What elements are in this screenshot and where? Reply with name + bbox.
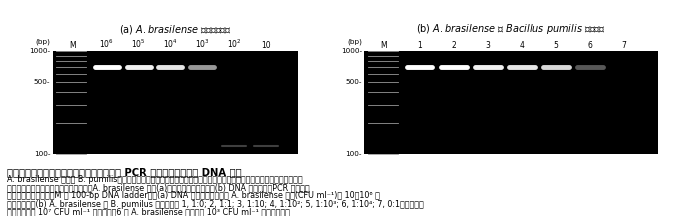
Text: 4: 4 <box>519 41 524 50</box>
Text: $10^4$: $10^4$ <box>163 37 178 50</box>
Text: (b) $A. brasilense$ と $Bacillus$ $pumilis$ の混合液: (b) $A. brasilense$ と $Bacillus$ $pumili… <box>416 22 606 36</box>
Bar <box>364 51 658 154</box>
Text: 500-: 500- <box>345 79 362 85</box>
Text: (a) $A. brasilense$ 単独の菌体液: (a) $A. brasilense$ 単独の菌体液 <box>118 23 232 36</box>
Text: リラム属細菌）をそれぞれ液体培養し、A. brasilense 単独(a)または両種を混合して(b) DNA を抽出し、PCR および電: リラム属細菌）をそれぞれ液体培養し、A. brasilense 単独(a)または… <box>7 183 309 192</box>
Text: 100-: 100- <box>345 151 362 157</box>
Text: (bp): (bp) <box>347 39 362 45</box>
Text: 気泳動をおこなった。M は 100-bp DNA ladder。　(a) DNA 抽出前の菌液中の A. brasilense 濃度(CFU ml⁻¹)を 10: 気泳動をおこなった。M は 100-bp DNA ladder。 (a) DNA… <box>7 191 380 200</box>
Text: $10^5$: $10^5$ <box>132 37 146 50</box>
Text: 3: 3 <box>485 41 490 50</box>
Text: 図２　　各種の菌体濃度に対する属特異的 PCR プライマーによる DNA 増幅: 図２ 各種の菌体濃度に対する属特異的 PCR プライマーによる DNA 増幅 <box>7 167 241 177</box>
Text: 1000-: 1000- <box>29 48 50 54</box>
Text: 数はいずれも 10⁷ CFU ml⁻¹ に揃えた。6 の A. brasilense 濃度が約 10³ CFU ml⁻¹ に相当する。: 数はいずれも 10⁷ CFU ml⁻¹ に揃えた。6 の A. brasilen… <box>7 208 290 216</box>
Text: 調整した。　(b) A. brasilense と B. pumilus の混合比は 1, 1:0; 2, 1:1; 3, 1:10; 4, 1:10²; 5,: 調整した。 (b) A. brasilense と B. pumilus の混合… <box>7 200 424 209</box>
Text: $10^2$: $10^2$ <box>227 37 242 50</box>
Text: 1: 1 <box>417 41 422 50</box>
Text: $10^6$: $10^6$ <box>99 37 114 50</box>
Text: M: M <box>380 41 387 50</box>
Text: A. brasilense および B. pumilis（アゾスピリラム菌の選択培地を用いた菌の分離過程で高頻度に分離された非アゾスピ: A. brasilense および B. pumilis（アゾスピリラム菌の選択… <box>7 175 302 184</box>
Text: 500-: 500- <box>34 79 50 85</box>
Text: M: M <box>69 41 76 50</box>
Text: $10^3$: $10^3$ <box>195 37 209 50</box>
Text: (bp): (bp) <box>36 39 50 45</box>
Text: 1000-: 1000- <box>341 48 362 54</box>
Text: 2: 2 <box>452 41 456 50</box>
Text: 10: 10 <box>261 41 270 50</box>
Text: 100-: 100- <box>34 151 50 157</box>
Text: 5: 5 <box>554 41 558 50</box>
Bar <box>52 51 298 154</box>
Text: 6: 6 <box>587 41 592 50</box>
Text: 7: 7 <box>622 41 626 50</box>
